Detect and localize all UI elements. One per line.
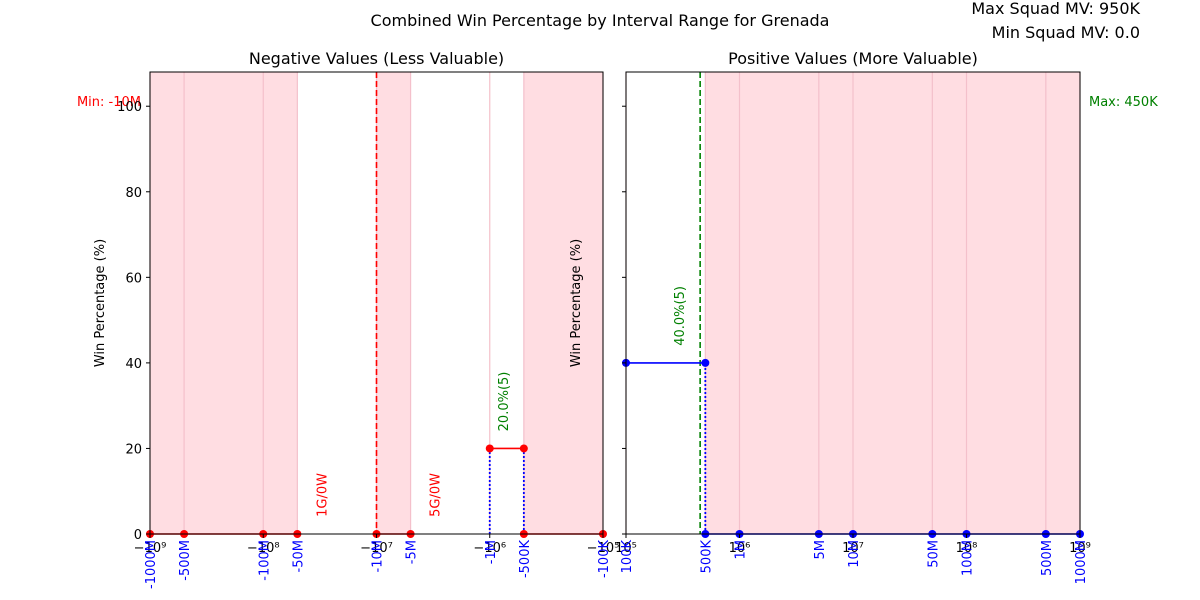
annotation-label: 5G/0W: [429, 473, 444, 517]
shaded-range: [150, 72, 185, 534]
min-squad-mv-label: Min Squad MV: 0.0: [992, 23, 1140, 42]
interval-label: 100K: [620, 540, 635, 574]
data-point: [485, 444, 494, 453]
interval-label: 50M: [926, 540, 941, 568]
x-tick-label: −10⁶: [473, 541, 506, 556]
x-tick-label: 10⁶: [729, 541, 751, 556]
annotation-label: 20.0%(5): [497, 372, 512, 432]
reference-line-label: Max: 450K: [1089, 95, 1158, 110]
interval-label: -5M: [405, 540, 420, 564]
shaded-range: [966, 72, 1046, 534]
interval-label: -100M: [257, 540, 272, 581]
shaded-range: [739, 72, 819, 534]
y-axis-label: Win Percentage (%): [93, 239, 108, 367]
panel-title: Positive Values (More Valuable): [728, 49, 978, 68]
interval-label: 500K: [699, 540, 714, 574]
interval-label: 1000M: [1074, 540, 1089, 584]
y-axis-label: Win Percentage (%): [569, 239, 584, 367]
interval-label: -1000M: [144, 540, 159, 589]
interval-label: 10M: [847, 540, 862, 568]
shaded-range: [932, 72, 967, 534]
x-tick-label: −10⁵: [587, 541, 620, 556]
shaded-range: [184, 72, 264, 534]
reference-line-label: Min: -10M: [77, 95, 141, 110]
interval-label: -50M: [291, 540, 306, 572]
y-tick-label: 80: [125, 186, 142, 201]
shaded-range: [853, 72, 933, 534]
x-tick-label: −10⁷: [360, 541, 393, 556]
shaded-range: [523, 72, 603, 534]
shaded-range: [376, 72, 411, 534]
right-panel: Max: 450K 40.0%(5) Positive Values (More V…: [569, 49, 1158, 584]
interval-label: -10M: [371, 540, 386, 572]
interval-label: 100M: [961, 540, 976, 576]
y-tick-label: 60: [125, 271, 142, 286]
shaded-range: [1045, 72, 1080, 534]
figure-title: Combined Win Percentage by Interval Rang…: [371, 11, 830, 30]
interval-label: 1M: [734, 540, 749, 560]
interval-label: 5M: [813, 540, 828, 560]
annotation-label: 40.0%(5): [673, 286, 688, 346]
max-squad-mv-label: Max Squad MV: 950K: [971, 0, 1140, 18]
shaded-range: [818, 72, 853, 534]
y-tick-label: 40: [125, 357, 142, 372]
x-tick-label: 10⁷: [842, 541, 864, 556]
shaded-range: [705, 72, 740, 534]
x-tick-label: −10⁸: [247, 541, 280, 556]
y-tick-label: 100: [117, 100, 142, 115]
data-point: [701, 358, 710, 367]
interval-label: -500M: [178, 540, 193, 581]
shaded-range: [263, 72, 298, 534]
y-tick-label: 20: [125, 442, 142, 457]
x-tick-label: 10⁵: [615, 541, 637, 556]
interval-label: -100K: [597, 540, 612, 579]
interval-label: -500K: [518, 540, 533, 579]
x-tick-label: 10⁹: [1069, 541, 1091, 556]
left-panel: Min: -10M 1G/0W 5G/0W 20.0%(5) Negative Valu…: [77, 49, 619, 589]
annotation-label: 1G/0W: [315, 473, 330, 517]
data-point: [519, 444, 528, 453]
interval-label: 500M: [1040, 540, 1055, 576]
y-tick-label: 0: [134, 528, 142, 543]
panel-title: Negative Values (Less Valuable): [249, 49, 504, 68]
interval-label: -1M: [484, 540, 499, 564]
x-tick-label: 10⁸: [956, 541, 978, 556]
x-tick-label: −10⁹: [134, 541, 167, 556]
